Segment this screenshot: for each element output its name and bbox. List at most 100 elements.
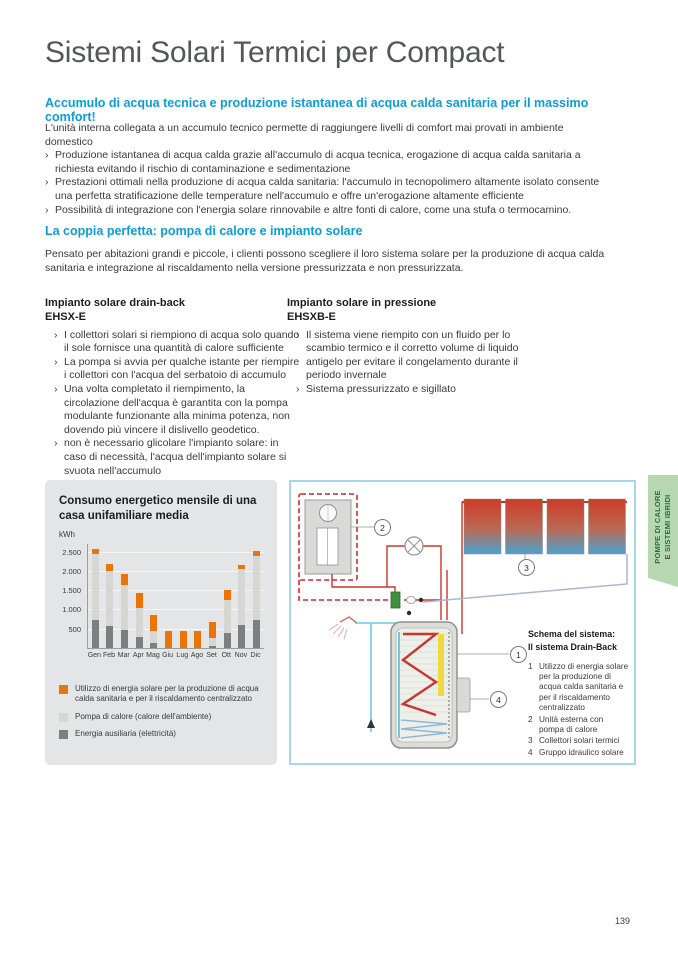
column-bullet: Una volta completato il riempimento, la … <box>54 383 303 437</box>
bar-segment <box>150 643 158 648</box>
bar-segment <box>121 573 129 585</box>
column-bullet: Sistema pressurizzato e sigillato <box>296 383 527 397</box>
stacked-bar <box>253 550 261 648</box>
couple-paragraph: Pensato per abitazioni grandi e piccole,… <box>45 248 605 274</box>
bar-segment <box>223 590 231 600</box>
bar-segment <box>209 622 217 639</box>
x-tick-label: Giu <box>162 652 174 659</box>
legend-swatch <box>59 685 68 694</box>
flow-arrow <box>367 719 375 728</box>
page-number: 139 <box>614 916 630 926</box>
gridline <box>88 551 264 553</box>
legend-label: Utilizzo di energia solare per la produz… <box>75 684 259 704</box>
x-tick-label: Dic <box>250 652 261 659</box>
bar-segment <box>150 614 158 632</box>
stacked-bar <box>194 630 202 648</box>
y-tick-label: 500 <box>68 624 81 634</box>
page-title: Sistemi Solari Termici per Compact <box>45 36 505 69</box>
solar-hydraulic-group <box>456 677 471 713</box>
bar-segment <box>209 645 217 648</box>
schema-title-line2: Il sistema Drain-Back <box>528 641 617 652</box>
schema-item: 2 Unità esterna con pompa di calore <box>528 714 604 734</box>
column-bullet: La pompa si avvia per qualche istante pe… <box>54 356 303 383</box>
bar-segment <box>91 548 99 555</box>
schema-item: 3 Collettori solari termici <box>528 736 620 746</box>
intro-lead: L'unità interna collegata a un accumulo … <box>45 122 564 148</box>
callout-3: 3 <box>518 559 535 576</box>
schema-title-line1: Schema del sistema: <box>528 629 616 639</box>
gridline <box>88 570 264 572</box>
collector-return-pipe <box>422 554 628 603</box>
x-tick-label: Ago <box>190 652 204 659</box>
stacked-bar <box>91 548 99 648</box>
callout-4: 4 <box>490 691 507 708</box>
solar-collectors <box>463 498 626 555</box>
bar-segment <box>223 633 231 648</box>
energy-chart-card: Consumo energetico mensile di una casa u… <box>45 480 277 765</box>
intro-bullet: Prestazioni ottimali nella produzione di… <box>45 176 613 203</box>
column-title: Impianto solare in pressione <box>287 297 437 309</box>
heat-pump-unit <box>304 499 352 575</box>
schema-item-list: 1 Utilizzo di energia solare per la produ… <box>528 662 630 759</box>
chart-legend: Utilizzo di energia solare per la produz… <box>59 684 265 747</box>
bar-segment <box>106 564 114 571</box>
gridline <box>88 628 264 630</box>
legend-entry: Pompa di calore (calore dell'ambiente) <box>59 712 265 722</box>
x-tick-label: Nov <box>234 652 248 659</box>
intro-bullet: Possibilità di integrazione con l'energi… <box>45 204 613 218</box>
legend-label: Pompa di calore (calore dell'ambiente) <box>75 711 212 721</box>
schema-title: Schema del sistema: Il sistema Drain-Bac… <box>528 628 630 654</box>
stacked-bar <box>106 564 114 648</box>
bar-segment <box>121 584 129 630</box>
x-tick-label: Lug <box>176 652 189 659</box>
bar-segment <box>223 599 231 634</box>
stacked-bar <box>135 593 143 648</box>
bar-segment <box>194 630 202 648</box>
bar-segment <box>91 554 99 620</box>
gridline <box>88 609 264 611</box>
stacked-bar <box>223 590 231 648</box>
y-tick-label: 1.000 <box>62 605 81 615</box>
column-title: Impianto solare drain-back <box>45 297 185 309</box>
bar-segment <box>238 568 246 625</box>
chart-x-axis: Gen Feb Mar Apr Mag Giu Lug Ago Set Ott Nov Dic <box>87 652 263 659</box>
pump-icon <box>404 536 424 556</box>
valve-cluster <box>390 591 424 616</box>
callout-1: 1 <box>510 646 527 663</box>
dhw-coil <box>400 719 448 739</box>
schema-legend: Schema del sistema: Il sistema Drain-Bac… <box>528 628 630 759</box>
intro-text: L'unità interna collegata a un accumulo … <box>45 122 613 217</box>
legend-entry: Utilizzo di energia solare per la produz… <box>59 684 265 705</box>
column-code: EHSXB-E <box>287 311 336 324</box>
bar-segment <box>179 630 187 648</box>
bar-segment <box>165 630 173 648</box>
category-tab-background <box>648 475 678 587</box>
schema-item: 1 Utilizzo di energia solare per la produ… <box>528 661 629 713</box>
x-tick-label: Mag <box>146 652 160 659</box>
callout-2: 2 <box>374 519 391 536</box>
x-tick-label: Set <box>206 652 217 659</box>
bar-segment <box>253 619 261 648</box>
storage-tank <box>390 621 458 749</box>
refrigerant-dashed-circuit <box>298 493 397 601</box>
stacked-bar <box>121 573 129 648</box>
schema-item: 4 Gruppo idraulico solare <box>528 747 624 757</box>
bar-segment <box>135 608 143 637</box>
stacked-bar <box>150 614 158 648</box>
y-tick-label: 1.500 <box>62 586 81 596</box>
bar-segment <box>135 593 143 609</box>
chart-bars <box>88 544 264 648</box>
bar-segment <box>238 564 246 569</box>
column-drainback: Impianto solare drain-back EHSX-E I coll… <box>45 296 303 478</box>
cold-water-pipe <box>355 622 402 732</box>
gridline <box>88 590 264 592</box>
bar-segment <box>150 631 158 643</box>
column-bullet-list: I collettori solari si riempiono di acqu… <box>54 329 303 479</box>
bar-segment <box>253 550 261 556</box>
solar-coil <box>400 632 440 717</box>
column-bullet: I collettori solari si riempiono di acqu… <box>54 329 303 356</box>
x-tick-label: Feb <box>102 652 116 659</box>
chart-title: Consumo energetico mensile di una casa u… <box>59 495 257 522</box>
column-bullet-list: Il sistema viene riempito con un fluido … <box>296 329 527 397</box>
